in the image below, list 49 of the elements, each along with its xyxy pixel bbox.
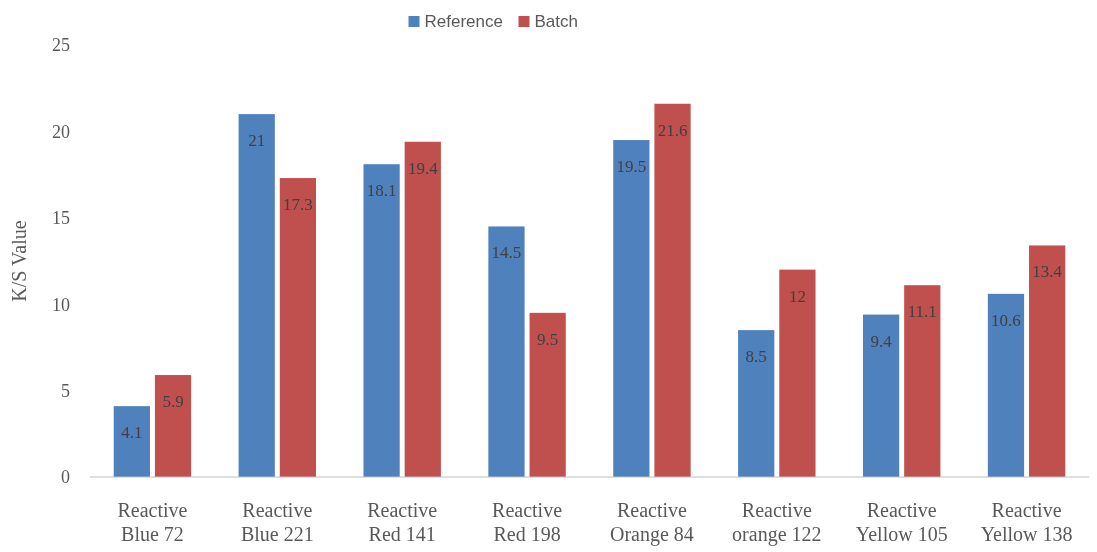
- data-label: 18.1: [366, 181, 397, 201]
- bar: [904, 285, 941, 477]
- data-label: 5.9: [162, 392, 184, 412]
- data-label: 11.1: [907, 302, 937, 322]
- data-label: 19.5: [616, 157, 647, 177]
- data-label: 4.1: [121, 423, 143, 443]
- x-tick-label: Reactive orange 122: [732, 499, 822, 546]
- y-tick-label: 5: [61, 380, 70, 401]
- legend-label: Reference: [424, 12, 503, 31]
- x-tick-label: Reactive Blue 221: [240, 499, 314, 545]
- bar: [363, 164, 400, 477]
- x-tick-label: Reactive Yellow 138: [980, 499, 1073, 545]
- data-label: 14.5: [491, 243, 522, 263]
- bar: [987, 293, 1025, 477]
- y-axis-title: K/S Value: [8, 220, 30, 302]
- data-label: 12: [788, 286, 806, 306]
- bar: [529, 312, 566, 477]
- bar: [154, 375, 192, 477]
- data-label: 9.4: [870, 331, 893, 351]
- bar: [862, 314, 900, 477]
- data-label: 8.5: [745, 347, 767, 367]
- bar: [654, 103, 691, 477]
- y-tick-label: 25: [52, 35, 70, 56]
- x-tick-label: Reactive Blue 72: [117, 499, 188, 545]
- data-label: 21.6: [657, 120, 688, 140]
- bar: [113, 406, 150, 477]
- bar: [1029, 245, 1066, 477]
- x-tick-label: Reactive Red 141: [367, 499, 438, 545]
- y-tick-label: 10: [52, 294, 70, 315]
- x-tick-label: Reactive Yellow 105: [855, 499, 948, 545]
- y-tick-label: 15: [52, 208, 70, 229]
- bar: [779, 269, 816, 477]
- data-label: 19.4: [407, 158, 439, 178]
- y-tick-label: 20: [52, 121, 70, 142]
- data-label: 13.4: [1032, 262, 1063, 282]
- data-label: 10.6: [991, 310, 1021, 330]
- bar: [488, 226, 525, 477]
- bar: [738, 330, 775, 477]
- data-label: 21: [248, 131, 266, 151]
- bar: [613, 140, 650, 477]
- data-label: 9.5: [537, 329, 559, 349]
- legend-label: Batch: [534, 12, 578, 31]
- bar: [279, 178, 317, 477]
- y-tick-label: 0: [61, 467, 70, 488]
- x-tick-label: Reactive Red 198: [492, 499, 563, 545]
- x-tick-label: Reactive Orange 84: [610, 499, 694, 546]
- data-label: 17.3: [283, 195, 313, 215]
- bar: [404, 141, 441, 477]
- bar: [238, 114, 275, 477]
